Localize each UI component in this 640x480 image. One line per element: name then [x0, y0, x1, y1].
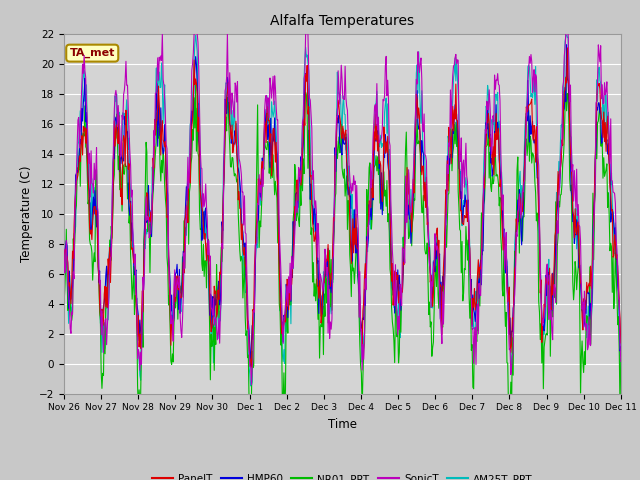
PanelT — [60, 259, 68, 264]
SonicT — [159, 31, 166, 36]
SonicT — [248, 382, 255, 388]
AM25T_PRT — [184, 176, 192, 182]
Line: PanelT: PanelT — [64, 48, 621, 367]
HMP60 — [563, 42, 570, 48]
Y-axis label: Temperature (C): Temperature (C) — [20, 165, 33, 262]
NR01_PRT — [428, 319, 435, 325]
SonicT — [214, 330, 222, 336]
HMP60 — [428, 273, 435, 279]
PanelT — [127, 246, 135, 252]
AM25T_PRT — [60, 268, 68, 274]
NR01_PRT — [70, 258, 78, 264]
NR01_PRT — [562, 74, 570, 80]
SonicT — [185, 185, 193, 191]
HMP60 — [184, 170, 192, 176]
Title: Alfalfa Temperatures: Alfalfa Temperatures — [270, 14, 415, 28]
Line: HMP60: HMP60 — [64, 45, 621, 367]
AM25T_PRT — [70, 231, 78, 237]
PanelT — [564, 45, 572, 51]
X-axis label: Time: Time — [328, 418, 357, 431]
Legend: PanelT, HMP60, NR01_PRT, SonicT, AM25T_PRT: PanelT, HMP60, NR01_PRT, SonicT, AM25T_P… — [148, 470, 537, 480]
PanelT — [428, 273, 435, 278]
Line: SonicT: SonicT — [64, 34, 621, 385]
AM25T_PRT — [412, 112, 419, 118]
HMP60 — [247, 364, 255, 370]
HMP60 — [60, 260, 68, 266]
AM25T_PRT — [428, 300, 436, 306]
Line: AM25T_PRT: AM25T_PRT — [64, 34, 621, 386]
AM25T_PRT — [214, 318, 222, 324]
NR01_PRT — [185, 241, 193, 247]
HMP60 — [411, 161, 419, 167]
SonicT — [70, 276, 78, 282]
PanelT — [70, 223, 78, 229]
AM25T_PRT — [617, 369, 625, 374]
AM25T_PRT — [247, 383, 255, 389]
SonicT — [60, 246, 68, 252]
SonicT — [428, 279, 436, 285]
Text: TA_met: TA_met — [70, 48, 115, 58]
HMP60 — [617, 344, 625, 350]
PanelT — [214, 311, 221, 316]
SonicT — [412, 107, 419, 112]
AM25T_PRT — [192, 31, 200, 36]
Line: NR01_PRT: NR01_PRT — [64, 77, 621, 408]
PanelT — [248, 364, 255, 370]
NR01_PRT — [134, 406, 142, 411]
HMP60 — [127, 238, 135, 244]
PanelT — [411, 131, 419, 136]
PanelT — [184, 220, 192, 226]
PanelT — [617, 340, 625, 346]
NR01_PRT — [411, 197, 419, 203]
AM25T_PRT — [127, 231, 135, 237]
HMP60 — [70, 251, 78, 257]
SonicT — [127, 194, 135, 200]
HMP60 — [214, 295, 221, 301]
NR01_PRT — [617, 356, 625, 362]
SonicT — [617, 359, 625, 364]
NR01_PRT — [214, 291, 222, 297]
NR01_PRT — [127, 273, 135, 278]
NR01_PRT — [60, 300, 68, 306]
